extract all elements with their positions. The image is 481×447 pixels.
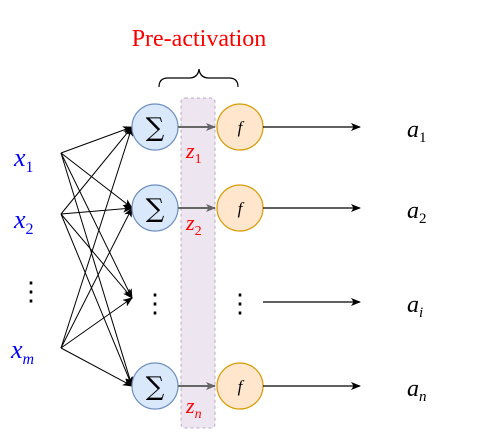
edge-x1-to-sum-n [60,152,134,387]
pre-activation-band [180,97,216,429]
edge-x2-to-sum-1 [60,126,133,215]
edge-x2-to-sum-n [60,213,133,387]
z-label-1: z1 [185,138,202,167]
z-label-n: zn [185,393,202,422]
edge-x1-to-sum-1 [60,126,133,154]
input-edges [60,126,134,387]
input-label-xm: xm [10,335,34,368]
output-label-a1: a1 [407,117,427,146]
input-ellipsis: ⋮ [18,277,44,307]
activation-symbol-2: f [238,199,245,218]
output-label-a2: a2 [407,198,427,227]
input-label-x2: x2 [13,205,34,238]
activation-symbol-n: f [238,377,245,396]
edge-xm-to-sum-2 [60,207,133,349]
sum-symbol-n: ∑ [146,372,165,402]
edge-x1-to-sum-2 [60,152,133,209]
edge-x2-to-sum-2 [60,204,133,215]
sum-symbol-2: ∑ [146,194,165,224]
activation-symbol-1: f [238,118,245,137]
output-label-an: an [407,376,427,405]
edge-xm-to-sum-n [60,347,133,387]
z-label-2: z2 [185,210,202,239]
edge-xm-to-sum-1 [60,126,134,349]
curly-brace [158,68,239,88]
input-label-x1: x1 [13,143,34,176]
edge-xm-to-sum-i [60,297,133,349]
edge-x1-to-sum-i [60,152,133,299]
title: Pre-activation [132,26,267,52]
sum-ellipsis: ⋮ [142,289,168,319]
edge-x2-to-sum-i [60,213,133,299]
activation-ellipsis: ⋮ [227,289,253,319]
output-label-ai: ai [407,292,423,321]
sum-symbol-1: ∑ [146,113,165,143]
